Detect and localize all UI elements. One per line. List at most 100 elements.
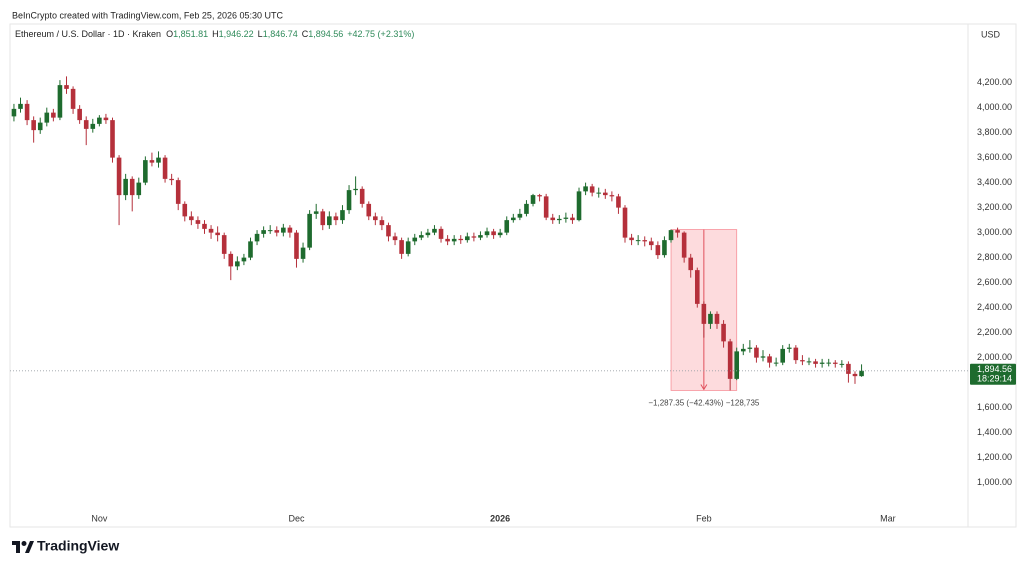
candle-body [471,236,477,238]
candle-body [629,237,634,241]
candle-body [405,241,411,254]
candle-body [760,356,766,358]
candle-body [517,213,523,218]
candle-body [524,203,529,214]
candle-body [688,257,694,271]
candle-body [162,157,168,179]
y-tick-label: 2,200.00 [977,327,1012,337]
candle-body [714,313,720,324]
candle-body [826,362,832,364]
y-tick-label: 3,000.00 [977,227,1012,237]
candle-body [248,241,253,258]
logo-mark [21,541,27,546]
candle-body [300,247,306,259]
legend-line: Ethereum / U.S. Dollar · 1D · Kraken O 1,8… [15,29,414,39]
candle-body [583,186,588,192]
candle-body [622,207,628,238]
candle-body [57,85,63,118]
y-tick-label: 2,800.00 [977,252,1012,262]
candle-body [859,370,864,377]
candle-body [44,112,50,123]
candle-body [202,223,207,229]
candle-body [773,362,779,364]
x-tick-label: Nov [91,513,108,523]
candle-body [228,253,234,267]
y-tick-label: 3,400.00 [977,177,1012,187]
symbol-title: Ethereum / U.S. Dollar · 1D · Kraken [15,29,161,39]
candle-body [77,108,82,121]
candle-body [221,235,227,254]
candle-body [195,220,201,224]
candle-body [537,195,542,197]
candle-body [675,230,680,233]
candle-body [412,237,418,242]
candle-body [116,157,122,196]
candle-body [648,241,654,246]
candle-body [287,227,293,233]
candle-body [603,192,608,196]
candle-body [800,360,805,362]
candle-body [254,233,260,242]
candle-body [576,191,582,221]
candle-body [110,120,115,158]
candle-body [793,347,799,361]
candle-body [662,240,667,256]
chart-frame [9,23,1017,528]
candle-body [320,211,326,226]
candle-body [530,195,536,204]
candle-body [281,227,286,233]
candle-body [175,180,181,204]
candle-body [668,230,674,241]
logo-mark [25,541,34,553]
candle-body [438,228,444,239]
candle-body [64,85,69,89]
candle-body [156,157,161,163]
brand-name: TradingView [37,538,119,554]
candle-body [557,218,562,221]
candle-body [103,117,109,121]
candle-body [819,362,825,364]
candle-body [425,232,431,236]
candle-body [478,235,483,238]
candle-body [129,178,135,196]
candle-body [340,210,345,221]
candle-body [642,240,648,242]
candle-body [294,232,299,259]
ohlc-value: 1,946.22 [219,29,254,39]
candle-body [708,313,713,324]
candle-body [570,217,575,221]
measure-arrowhead [700,384,708,391]
candle-body [701,303,707,324]
candle-body [24,103,30,121]
candle-body [208,228,214,233]
candle-body [445,238,450,242]
countdown-label: 18:29:14 [977,374,1012,384]
plot-area: −1,287.35 (−42.43%) −128,735 [10,76,968,408]
candle-body [149,160,155,163]
y-tick-label: 3,800.00 [977,127,1012,137]
y-axis-label: USD [981,29,1001,39]
candle-body [754,347,759,358]
candle-body [373,216,378,221]
candle-body [313,211,319,214]
ohlc-key: O [166,29,173,39]
x-tick-label: Feb [696,513,712,523]
candle-body [11,108,17,117]
candle-body [18,103,23,109]
ohlc-value: 1,846.74 [263,29,298,39]
candle-body [497,232,503,236]
candle-body [740,348,746,352]
candle-body [97,117,102,124]
y-tick-label: 2,600.00 [977,277,1012,287]
candle-body [235,261,240,267]
candle-body [589,186,595,193]
y-tick-label: 1,400.00 [977,427,1012,437]
ohlc-key: H [212,29,219,39]
brand-logo: TradingView [12,538,119,554]
candle-body [274,230,280,233]
last-price-badge [970,363,1016,385]
candle-body [83,120,89,129]
candle-body [465,236,470,241]
